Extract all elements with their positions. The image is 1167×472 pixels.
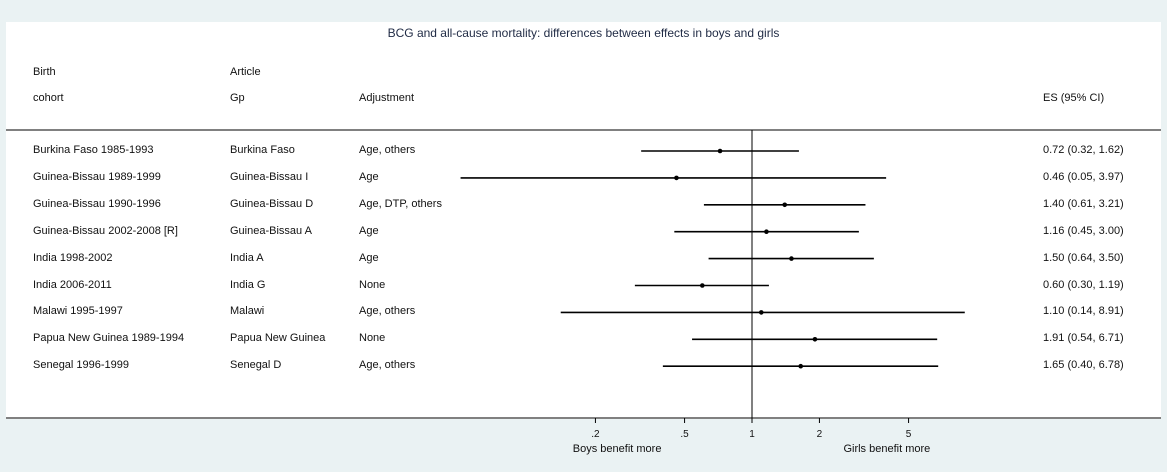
row-cohort: Papua New Guinea 1989-1994: [33, 332, 185, 345]
row-article: Malawi: [230, 305, 265, 318]
article-header-line2: Gp: [230, 92, 245, 104]
point-estimate: [782, 202, 788, 208]
row-es: 0.72 (0.32, 1.62): [1043, 144, 1124, 156]
row-cohort: Senegal 1996-1999: [33, 359, 130, 372]
x-label-left: Boys benefit more: [573, 443, 662, 455]
point-estimate: [812, 337, 818, 342]
adjustment-header: Adjustment: [359, 92, 415, 104]
point-estimate: [674, 175, 679, 181]
row-adjustment: Age, others: [359, 144, 416, 156]
chart-title: BCG and all-cause mortality: differences…: [387, 26, 780, 40]
row-cohort: Guinea-Bissau 2002-2008 [R]: [33, 224, 178, 237]
x-tick-label-4: 5: [906, 429, 912, 440]
point-estimate: [717, 148, 723, 154]
row-es: 0.46 (0.05, 3.97): [1043, 170, 1124, 183]
row-cohort: India 2006-2011: [33, 278, 112, 291]
row-adjustment: Age, others: [359, 359, 416, 372]
point-estimate: [758, 310, 764, 315]
cohort-header-line1: Birth: [33, 66, 56, 78]
row-article: Guinea-Bissau D: [230, 197, 314, 210]
x-tick-label-0: .2: [591, 429, 600, 440]
row-es: 1.65 (0.40, 6.78): [1043, 359, 1124, 372]
row-es: 1.10 (0.14, 8.91): [1043, 305, 1124, 318]
row-es: 1.16 (0.45, 3.00): [1043, 224, 1124, 237]
point-estimate: [764, 229, 769, 234]
point-estimate: [700, 283, 705, 288]
article-header-line1: Article: [230, 66, 261, 78]
row-article: India A: [230, 251, 264, 264]
plot-panel: [6, 22, 1161, 419]
row-article: Senegal D: [230, 359, 282, 372]
x-tick-label-3: 2: [817, 429, 823, 440]
row-adjustment: Age: [359, 170, 379, 183]
point-estimate: [789, 256, 794, 261]
row-es: 1.40 (0.61, 3.21): [1043, 197, 1124, 210]
row-adjustment: Age, DTP, others: [359, 197, 442, 210]
point-estimate: [798, 363, 804, 369]
x-label-right: Girls benefit more: [843, 443, 930, 455]
row-cohort: India 1998-2002: [33, 251, 113, 264]
row-adjustment: Age: [359, 224, 379, 237]
row-adjustment: Age, others: [359, 305, 416, 318]
row-cohort: Guinea-Bissau 1990-1996: [33, 197, 161, 210]
row-article: India G: [230, 278, 266, 291]
row-adjustment: None: [359, 278, 386, 291]
row-es: 1.50 (0.64, 3.50): [1043, 251, 1124, 264]
row-cohort: Burkina Faso 1985-1993: [33, 144, 154, 156]
row-cohort: Guinea-Bissau 1989-1999: [33, 170, 161, 183]
row-cohort: Malawi 1995-1997: [33, 305, 123, 318]
row-adjustment: None: [359, 332, 386, 345]
x-tick-label-1: .5: [680, 429, 689, 440]
row-es: 1.91 (0.54, 6.71): [1043, 332, 1124, 345]
x-tick-label-2: 1: [749, 429, 755, 440]
es-header: ES (95% CI): [1043, 92, 1105, 104]
row-es: 0.60 (0.30, 1.19): [1043, 278, 1124, 291]
row-article: Guinea-Bissau A: [230, 224, 312, 237]
cohort-header-line2: cohort: [33, 92, 64, 104]
row-article: Burkina Faso: [230, 144, 295, 156]
row-article: Guinea-Bissau I: [230, 170, 309, 183]
row-article: Papua New Guinea: [230, 332, 326, 345]
row-adjustment: Age: [359, 251, 379, 264]
